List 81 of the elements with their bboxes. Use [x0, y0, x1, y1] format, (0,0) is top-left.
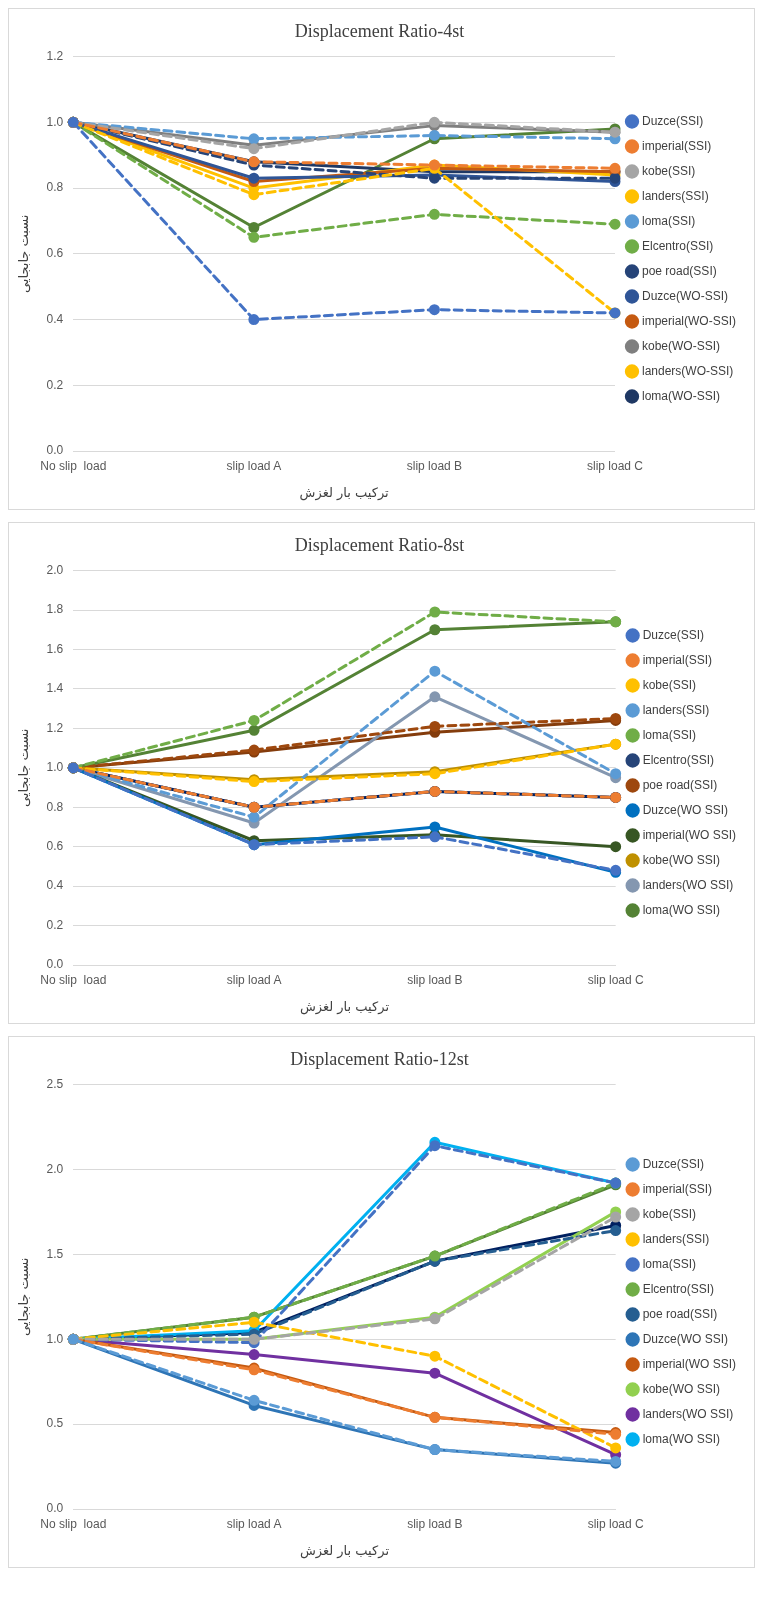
x-tick-label: slip load B — [407, 1516, 463, 1531]
legend-label: Duzce(SSI) — [642, 627, 705, 642]
y-tick-label: 1.2 — [46, 48, 64, 63]
legend-label: Duzce(WO SSI) — [642, 802, 729, 817]
y-tick-label: 1.5 — [46, 1246, 64, 1261]
legend-label: loma(WO SSI) — [642, 902, 720, 917]
legend-label: loma(SSI) — [642, 213, 696, 228]
legend-label: loma(SSI) — [642, 1256, 697, 1271]
legend-label: loma(WO-SSI) — [642, 388, 720, 403]
legend-label: poe road(SSI) — [642, 777, 718, 792]
x-tick-label: No slip load — [40, 1516, 107, 1531]
legend-label: imperial(SSI) — [642, 138, 712, 153]
x-tick-label: slip load A — [226, 1516, 282, 1531]
y-tick-label: 1.8 — [46, 602, 64, 617]
x-tick-label: No slip load — [40, 972, 107, 987]
x-tick-label: slip load C — [586, 458, 644, 473]
y-tick-label: 0.4 — [46, 311, 64, 326]
y-tick-label: 1.6 — [46, 641, 64, 656]
y-tick-label: 1.0 — [46, 760, 64, 775]
legend-label: landers(SSI) — [642, 1231, 710, 1246]
y-axis-title: نسبت جابجایی — [16, 728, 32, 808]
y-tick-label: 0.0 — [46, 957, 64, 972]
chart-title: Displacement Ratio-8st — [294, 534, 465, 555]
y-tick-label: 1.4 — [46, 681, 64, 696]
x-tick-label: slip load B — [406, 458, 463, 473]
legend-label: poe road(SSI) — [642, 1306, 718, 1321]
x-tick-label: slip load B — [407, 972, 463, 987]
legend-label: landers(WO SSI) — [642, 877, 734, 892]
legend-label: kobe(SSI) — [642, 1206, 697, 1221]
y-tick-label: 0.2 — [46, 917, 64, 932]
legend-label: landers(WO-SSI) — [642, 363, 734, 378]
chart-title: Displacement Ratio-12st — [290, 1048, 469, 1069]
x-axis-title: ترکیب بار لغزش — [299, 484, 390, 501]
x-axis-title: ترکیب بار لغزش — [299, 1542, 390, 1559]
x-axis-title: ترکیب بار لغزش — [299, 998, 390, 1015]
x-tick-label: slip load C — [587, 1516, 645, 1531]
y-tick-label: 0.5 — [46, 1416, 64, 1431]
y-tick-label: 2.5 — [46, 1076, 64, 1091]
y-tick-label: 1.0 — [46, 1331, 64, 1346]
y-tick-label: 0.0 — [46, 1501, 64, 1516]
legend-label: landers(SSI) — [642, 188, 709, 203]
legend-label: kobe(SSI) — [642, 163, 696, 178]
legend-label: loma(WO SSI) — [642, 1431, 720, 1446]
y-tick-label: 2.0 — [46, 1161, 64, 1176]
legend-label: kobe(WO SSI) — [642, 852, 721, 867]
legend-label: Elcentro(SSI) — [642, 1281, 715, 1296]
legend-label: poe road(SSI) — [642, 263, 717, 278]
y-tick-label: 0.8 — [46, 799, 64, 814]
x-tick-label: No slip load — [40, 458, 107, 473]
legend-label: loma(SSI) — [642, 727, 697, 742]
y-tick-label: 1.0 — [46, 114, 64, 129]
legend-label: Elcentro(SSI) — [642, 752, 715, 767]
legend-label: imperial(WO SSI) — [642, 1356, 736, 1371]
legend-label: Duzce(WO SSI) — [642, 1331, 729, 1346]
legend-label: kobe(WO SSI) — [642, 1381, 721, 1396]
y-tick-label: 0.4 — [46, 878, 64, 893]
y-axis-title: نسبت جابجایی — [16, 214, 32, 294]
legend-label: Duzce(SSI) — [642, 1156, 705, 1171]
y-tick-label: 0.0 — [46, 443, 64, 458]
legend-label: imperial(SSI) — [642, 1181, 713, 1196]
y-axis-title: نسبت جابجایی — [16, 1257, 32, 1337]
legend-label: landers(WO SSI) — [642, 1406, 734, 1421]
y-tick-label: 0.8 — [46, 180, 64, 195]
legend-label: Elcentro(SSI) — [642, 238, 714, 253]
legend-label: Duzce(SSI) — [642, 113, 704, 128]
legend-label: kobe(SSI) — [642, 677, 697, 692]
x-tick-label: slip load C — [587, 972, 645, 987]
legend-label: kobe(WO-SSI) — [642, 338, 721, 353]
legend-label: imperial(WO SSI) — [642, 827, 736, 842]
y-tick-label: 2.0 — [46, 562, 64, 577]
legend-label: landers(SSI) — [642, 702, 710, 717]
y-tick-label: 0.6 — [46, 838, 64, 853]
legend-label: Duzce(WO-SSI) — [642, 288, 729, 303]
chart-title: Displacement Ratio-4st — [294, 20, 465, 41]
legend-label: imperial(SSI) — [642, 652, 713, 667]
y-tick-label: 1.2 — [46, 720, 64, 735]
x-tick-label: slip load A — [226, 972, 282, 987]
x-tick-label: slip load A — [226, 458, 282, 473]
y-tick-label: 0.2 — [46, 377, 64, 392]
y-tick-label: 0.6 — [46, 246, 64, 261]
legend-label: imperial(WO-SSI) — [642, 313, 737, 328]
